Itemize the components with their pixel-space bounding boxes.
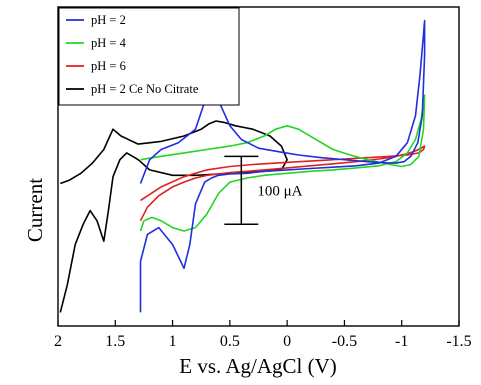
legend-label-1: pH = 2: [91, 13, 126, 27]
x-tick-label: -1.5: [446, 333, 471, 350]
legend-items: pH = 2 pH = 4 pH = 6 pH = 2 Ce No Citrate: [66, 13, 199, 96]
x-axis-ticks: 2 1.5 1 0.5 0 -0.5 -1 -1.5: [54, 320, 472, 350]
legend-label-4: pH = 2 Ce No Citrate: [91, 82, 199, 96]
x-tick-label: -0.5: [332, 333, 357, 350]
legend-box: [58, 7, 240, 106]
x-axis-title: E vs. Ag/AgCl (V): [179, 354, 337, 378]
series-line-3: [139, 145, 426, 222]
x-tick-label: 2: [54, 333, 62, 350]
x-tick-label: 1.5: [105, 333, 125, 350]
legend-label-2: pH = 4: [91, 36, 127, 50]
plot-area-frame: [57, 6, 460, 327]
legend-label-3: pH = 6: [91, 59, 126, 73]
y-axis-title: Current: [23, 178, 47, 242]
x-tick-label: -1: [395, 333, 408, 350]
scale-bar: 100 μA: [224, 155, 303, 225]
x-tick-label: 0: [283, 333, 291, 350]
x-tick-label: 1: [169, 333, 177, 350]
x-tick-label: 0.5: [220, 333, 240, 350]
legend: pH = 2 pH = 4 pH = 6 pH = 2 Ce No Citrate: [58, 7, 240, 106]
scale-bar-label: 100 μA: [257, 183, 302, 199]
series-line-4: [59, 120, 288, 313]
